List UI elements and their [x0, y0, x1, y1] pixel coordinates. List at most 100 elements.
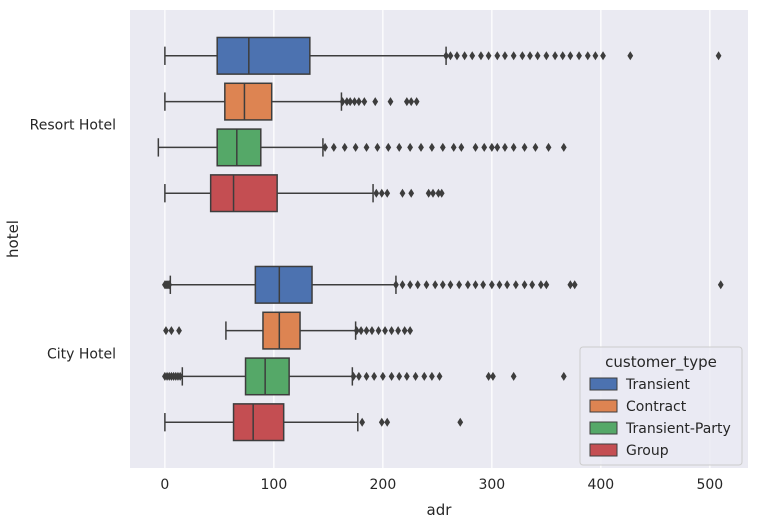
outlier-point [488, 142, 495, 152]
iqr-box [216, 36, 311, 75]
outlier-point [361, 97, 368, 107]
outlier-point [571, 280, 578, 290]
outlier-point [469, 51, 476, 61]
outlier-point [350, 371, 357, 381]
x-tick-labels: 0 100 200 300 400 500 [160, 477, 723, 493]
outlier-point [584, 51, 591, 61]
outlier-point [438, 188, 445, 198]
outlier-point [363, 142, 370, 152]
outlier-point [480, 280, 487, 290]
outlier-point [382, 326, 388, 336]
outlier-point [560, 142, 567, 152]
legend-label-transient: Transient [625, 377, 690, 393]
outlier-point [378, 188, 385, 198]
outlier-point [443, 51, 449, 61]
outlier-point [432, 280, 439, 290]
outlier-point [418, 142, 424, 152]
outlier-point [504, 280, 511, 290]
outlier-point [494, 142, 501, 152]
outlier-point [567, 280, 574, 290]
outlier-point [375, 326, 382, 336]
iqr-box [216, 128, 262, 167]
outlier-point [519, 51, 526, 61]
box-transient-party-city-hotel [161, 357, 567, 396]
outlier-point [488, 280, 495, 290]
box-contract-city-hotel [163, 311, 413, 350]
outlier-point [399, 280, 406, 290]
outlier-point [560, 371, 567, 381]
outlier-point [384, 417, 391, 427]
outlier-point [322, 142, 328, 152]
outlier-point [552, 51, 558, 61]
x-tick-label: 100 [261, 477, 288, 493]
iqr-box [244, 357, 290, 396]
outlier-point [429, 371, 435, 381]
outlier-point [457, 417, 464, 427]
outlier-point [412, 371, 419, 381]
outlier-point [388, 326, 395, 336]
iqr-box [262, 311, 301, 350]
outlier-point [384, 188, 391, 198]
outlier-point [177, 371, 184, 381]
outlier-point [393, 280, 399, 290]
outlier-point [408, 188, 415, 198]
box-transient-city-hotel [161, 265, 724, 304]
outlier-point [435, 188, 442, 198]
outlier-point [374, 142, 381, 152]
outlier-point [369, 326, 375, 336]
box-group-resort-hotel [164, 174, 445, 213]
outlier-point [407, 280, 413, 290]
outlier-point [485, 371, 492, 381]
outlier-point [163, 326, 169, 336]
iqr-box [232, 403, 285, 442]
legend-label-group: Group [626, 443, 669, 459]
outlier-point [478, 51, 484, 61]
outlier-point [461, 51, 468, 61]
outlier-point [510, 142, 517, 152]
outlier-point [458, 142, 465, 152]
outlier-point [356, 371, 362, 381]
outlier-point [715, 51, 722, 61]
outlier-point [527, 51, 533, 61]
legend-items: Transient Contract Transient-Party Group [589, 377, 731, 459]
outlier-point [359, 417, 366, 427]
outlier-point [388, 371, 395, 381]
legend-swatch-transient-party [589, 421, 618, 435]
outlier-point [600, 51, 606, 61]
legend-frame [579, 346, 743, 466]
outlier-point [481, 142, 488, 152]
outlier-point [456, 280, 463, 290]
outlier-point [717, 280, 724, 290]
outlier-point [545, 142, 552, 152]
outlier-point [373, 188, 380, 198]
outlier-point [358, 326, 364, 336]
outlier-point [439, 280, 446, 290]
box-group-city-hotel [164, 403, 464, 442]
outlier-point [529, 280, 536, 290]
outlier-point [627, 51, 634, 61]
outlier-point [379, 371, 386, 381]
outlier-point [543, 280, 550, 290]
outlier-point [576, 51, 582, 61]
outlier-point [408, 97, 415, 107]
boxes-layer [157, 36, 724, 442]
outlier-point [439, 142, 446, 152]
outlier-point [472, 280, 479, 290]
outlier-point [592, 51, 599, 61]
outlier-point [356, 97, 362, 107]
outlier-point [395, 326, 402, 336]
outlier-point [567, 51, 574, 61]
outlier-point [436, 371, 443, 381]
outlier-point [510, 51, 517, 61]
outlier-point [494, 51, 501, 61]
outlier-point [521, 280, 528, 290]
legend-swatch-contract [589, 399, 618, 413]
box-transient-resort-hotel [164, 36, 722, 75]
outlier-point [396, 371, 403, 381]
y-tick-label-resort-hotel: Resort Hotel [30, 118, 116, 134]
outlier-point [510, 371, 517, 381]
iqr-box [224, 82, 273, 121]
outlier-point [401, 326, 408, 336]
outlier-point [502, 51, 508, 61]
outlier-point [168, 326, 175, 336]
